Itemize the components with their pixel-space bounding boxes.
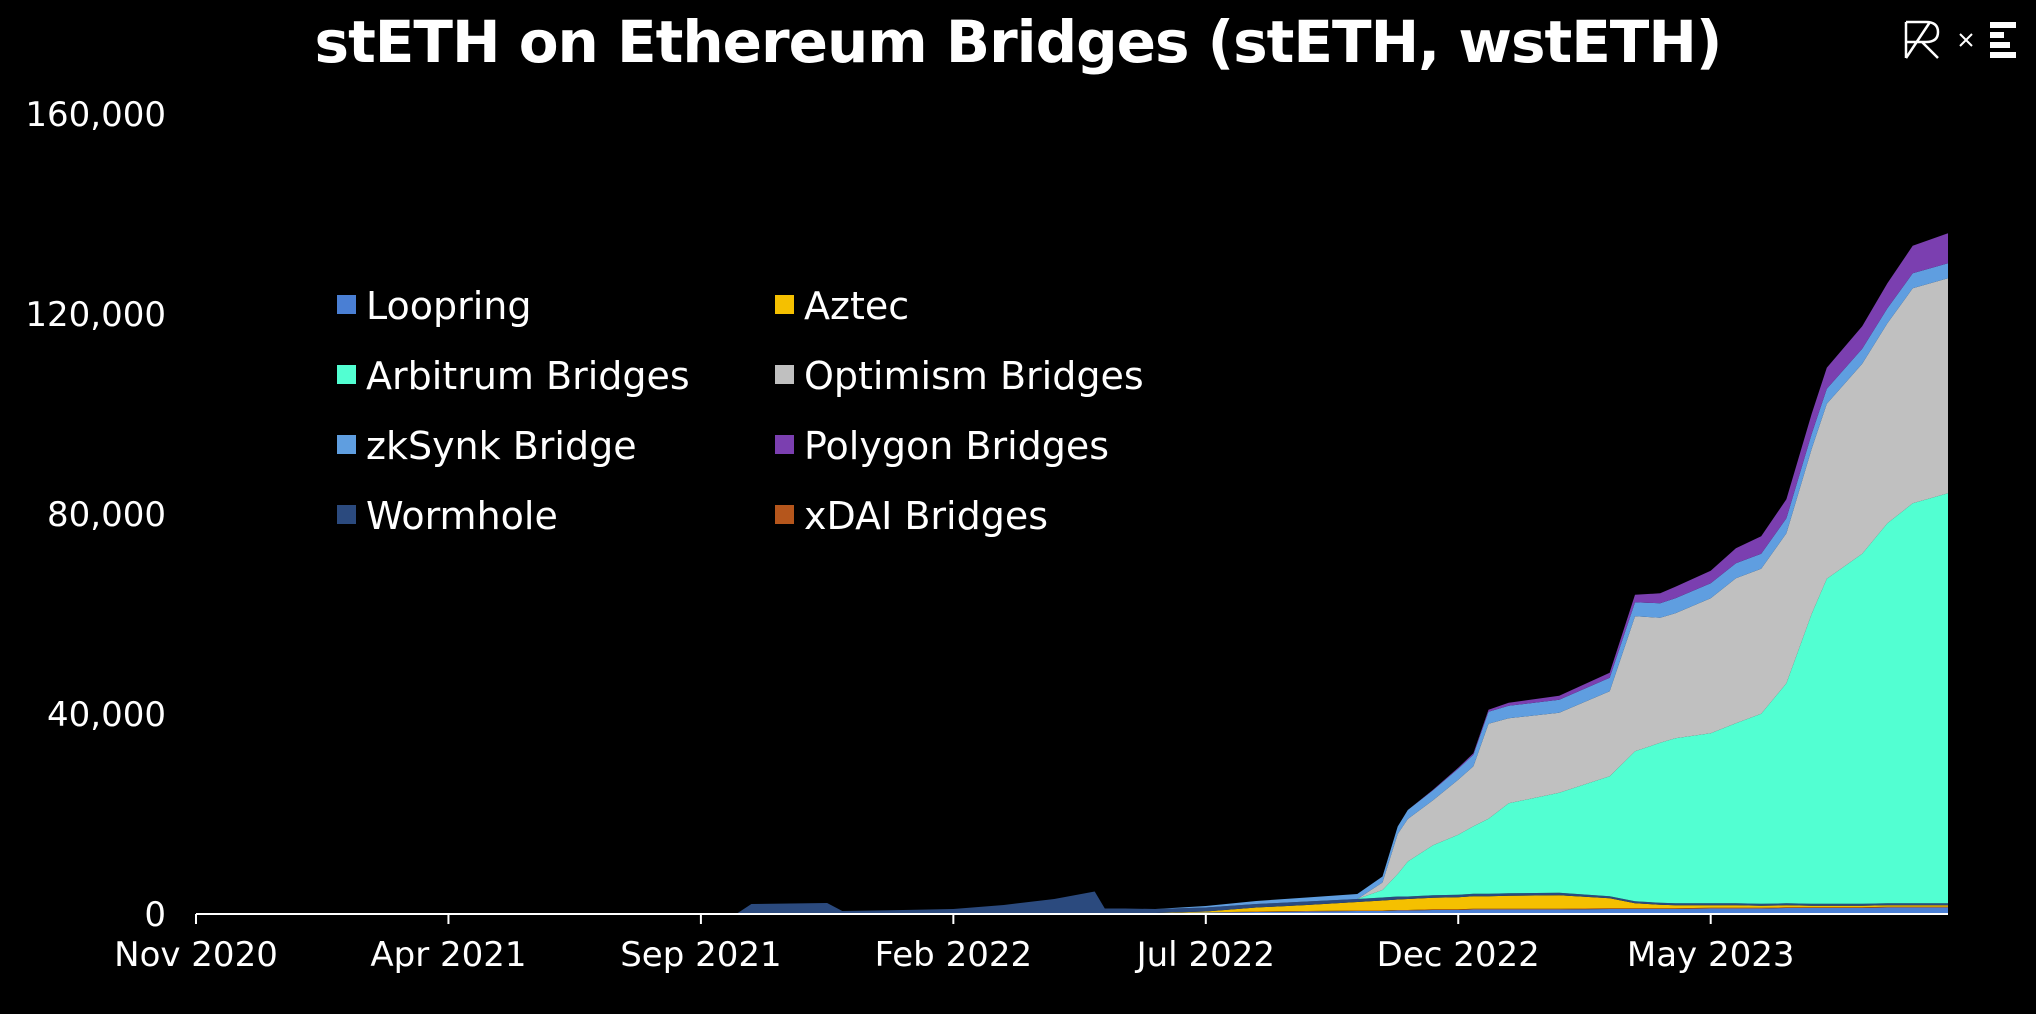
chart-title: stETH on Ethereum Bridges (stETH, wstETH… xyxy=(314,8,1723,76)
legend-swatch xyxy=(337,295,356,314)
area-arbitrum-bridges xyxy=(196,493,1948,914)
area-aztec xyxy=(196,895,1948,914)
area-loopring xyxy=(196,907,1948,914)
legend-swatch xyxy=(775,505,794,524)
legend-label: Polygon Bridges xyxy=(804,424,1109,468)
y-tick-label: 80,000 xyxy=(47,495,166,535)
y-tick-label: 0 xyxy=(144,895,166,935)
brand-logo xyxy=(1900,18,2018,62)
legend-swatch xyxy=(337,365,356,384)
legend-label: zkSynk Bridge xyxy=(366,424,637,468)
collab-x-icon xyxy=(1959,33,1973,47)
lido-logo-icon xyxy=(1990,22,2016,58)
legend-swatch xyxy=(775,365,794,384)
legend-label: Loopring xyxy=(366,284,532,328)
x-tick-label: Feb 2022 xyxy=(875,935,1033,975)
area-series-group xyxy=(196,233,1948,915)
legend-label: xDAI Bridges xyxy=(804,494,1048,538)
legend-swatch xyxy=(775,435,794,454)
legend-label: Aztec xyxy=(804,284,909,328)
x-tick-label: Jul 2022 xyxy=(1135,935,1275,975)
legend-label: Arbitrum Bridges xyxy=(366,354,690,398)
legend-label: Wormhole xyxy=(366,494,558,538)
x-tick-label: May 2023 xyxy=(1627,935,1795,975)
y-tick-label: 120,000 xyxy=(25,295,166,335)
x-tick-label: Apr 2021 xyxy=(370,935,526,975)
y-tick-label: 160,000 xyxy=(25,95,166,135)
area-optimism-bridges xyxy=(196,278,1948,914)
legend-swatch xyxy=(775,295,794,314)
y-axis-ticks: 0 40,000 80,000 120,000 160,000 xyxy=(25,95,166,935)
y-tick-label: 40,000 xyxy=(47,695,166,735)
x-axis-ticks: Nov 2020 Apr 2021 Sep 2021 Feb 2022 Jul 2022… xyxy=(114,914,1795,975)
x-tick-label: Sep 2021 xyxy=(620,935,781,975)
x-tick-label: Dec 2022 xyxy=(1377,935,1540,975)
research-logo-icon xyxy=(1904,20,1940,59)
legend-label: Optimism Bridges xyxy=(804,354,1144,398)
legend-swatch xyxy=(337,505,356,524)
legend: Loopring Aztec Arbitrum Bridges Optimism Br… xyxy=(337,284,1144,538)
x-tick-label: Nov 2020 xyxy=(114,935,278,975)
area-wormhole xyxy=(196,891,1948,914)
legend-swatch xyxy=(337,435,356,454)
